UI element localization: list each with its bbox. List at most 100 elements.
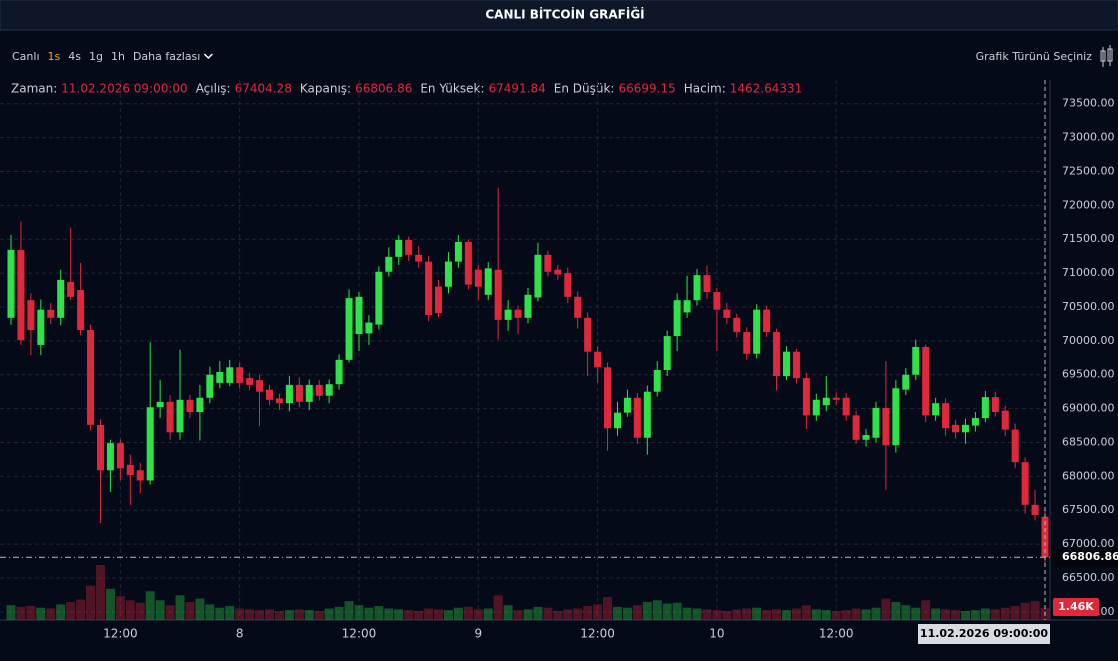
volume-bar xyxy=(821,610,831,620)
candle-body xyxy=(753,309,761,354)
candle-body xyxy=(484,268,492,295)
info-label: En Düşük: xyxy=(554,82,615,96)
candle-body xyxy=(723,309,731,318)
volume-label-box xyxy=(1053,598,1099,616)
volume-bar xyxy=(344,601,354,620)
volume-bar xyxy=(513,610,523,620)
volume-bar xyxy=(563,609,573,620)
candle-body xyxy=(136,470,144,481)
candle-body xyxy=(604,367,612,429)
candle-body xyxy=(961,424,969,433)
volume-bar xyxy=(612,606,622,620)
candle-body xyxy=(952,424,960,433)
interval-button[interactable]: 1h xyxy=(111,50,125,63)
candle-body xyxy=(315,384,323,396)
volume-bar xyxy=(1010,606,1020,620)
chart-type-select[interactable]: Grafik Türünü Seçiniz xyxy=(976,50,1093,63)
interval-button[interactable]: Daha fazlası xyxy=(133,50,200,63)
candle-body xyxy=(57,279,65,318)
volume-bar xyxy=(752,607,762,620)
candle-body xyxy=(942,403,950,429)
interval-button[interactable]: 1s xyxy=(48,50,61,63)
info-label: En Yüksek: xyxy=(420,82,484,96)
interval-button[interactable]: 1g xyxy=(89,50,103,63)
title: CANLI BİTCOİN GRAFİĞİ xyxy=(485,7,644,22)
candle-body xyxy=(375,271,383,325)
info-label: Kapanış: xyxy=(300,82,351,96)
interval-button[interactable]: Canlı xyxy=(12,50,40,63)
candle-body xyxy=(246,378,254,385)
volume-bar xyxy=(364,607,374,620)
volume-bar xyxy=(394,609,404,620)
candle-body xyxy=(474,269,482,287)
x-tick-label: 12:00 xyxy=(342,627,377,641)
info-value: 66699.15 xyxy=(618,82,675,96)
volume-bar xyxy=(294,609,304,620)
volume-bar xyxy=(951,610,961,620)
volume-bar xyxy=(672,602,682,620)
volume-bar xyxy=(66,601,76,620)
candle-body xyxy=(37,309,45,345)
volume-bar xyxy=(1030,601,1040,620)
volume-bar xyxy=(265,609,274,620)
volume-bar xyxy=(453,607,463,620)
volume-bar xyxy=(155,600,165,620)
volume-bar xyxy=(553,610,563,620)
volume-bar xyxy=(841,610,851,620)
candle-body xyxy=(802,378,810,416)
x-tick-label: 12:00 xyxy=(819,627,854,641)
volume-bar xyxy=(573,608,583,620)
candle-body xyxy=(534,254,542,298)
volume-bar xyxy=(503,605,513,620)
x-tick-label: 8 xyxy=(236,627,244,641)
candle-body xyxy=(733,317,741,333)
candle-body xyxy=(285,384,293,404)
candle-body xyxy=(822,397,830,406)
volume-bar xyxy=(791,608,801,620)
candle-body xyxy=(613,412,621,429)
candle-body xyxy=(266,389,273,400)
candle-body xyxy=(355,296,363,335)
candle-body xyxy=(325,384,333,396)
candle-body xyxy=(454,241,462,262)
volume-bar xyxy=(702,609,712,620)
volume-bar xyxy=(443,610,453,620)
x-tick-label: 9 xyxy=(474,627,482,641)
y-tick-label: 72500.00 xyxy=(1062,164,1115,177)
volume-bar xyxy=(95,565,105,620)
price-label-box xyxy=(1051,548,1118,567)
y-tick-label: 67500.00 xyxy=(1062,503,1115,516)
volume-bar xyxy=(921,600,931,620)
volume-bar xyxy=(742,608,752,620)
volume-bar xyxy=(125,600,135,620)
volume-bar xyxy=(414,610,424,620)
info-label: Hacim: xyxy=(684,82,726,96)
info-value: 67491.84 xyxy=(488,82,545,96)
volume-bar xyxy=(76,599,86,620)
volume-bar xyxy=(185,601,195,620)
candle-body xyxy=(862,435,870,440)
interval-button[interactable]: 4s xyxy=(68,50,81,63)
volume-bar xyxy=(543,607,553,620)
candle-body xyxy=(196,397,204,412)
toolbar: Canlı 1s 4s 1g 1h Daha fazlası xyxy=(12,50,213,63)
candle-body xyxy=(295,384,303,402)
info-label: Zaman: xyxy=(11,82,57,96)
candle-body xyxy=(902,374,910,390)
time-label: 11.02.2026 09:00:00 xyxy=(920,627,1048,640)
volume-bar xyxy=(245,609,255,620)
candle-body xyxy=(156,401,164,408)
info-value: 1462.64331 xyxy=(730,82,803,96)
chart-type-icon[interactable] xyxy=(1100,45,1113,67)
volume-bar xyxy=(115,596,125,620)
time-label-box xyxy=(918,624,1050,644)
candle-body xyxy=(564,273,572,297)
candle-body xyxy=(872,407,880,438)
volume-bar xyxy=(384,608,394,620)
volume-bar xyxy=(6,605,16,620)
candle-body xyxy=(773,332,781,377)
y-tick-label: 66500.00 xyxy=(1062,571,1115,584)
volume-bar xyxy=(970,610,980,620)
volume-bar xyxy=(26,606,36,620)
